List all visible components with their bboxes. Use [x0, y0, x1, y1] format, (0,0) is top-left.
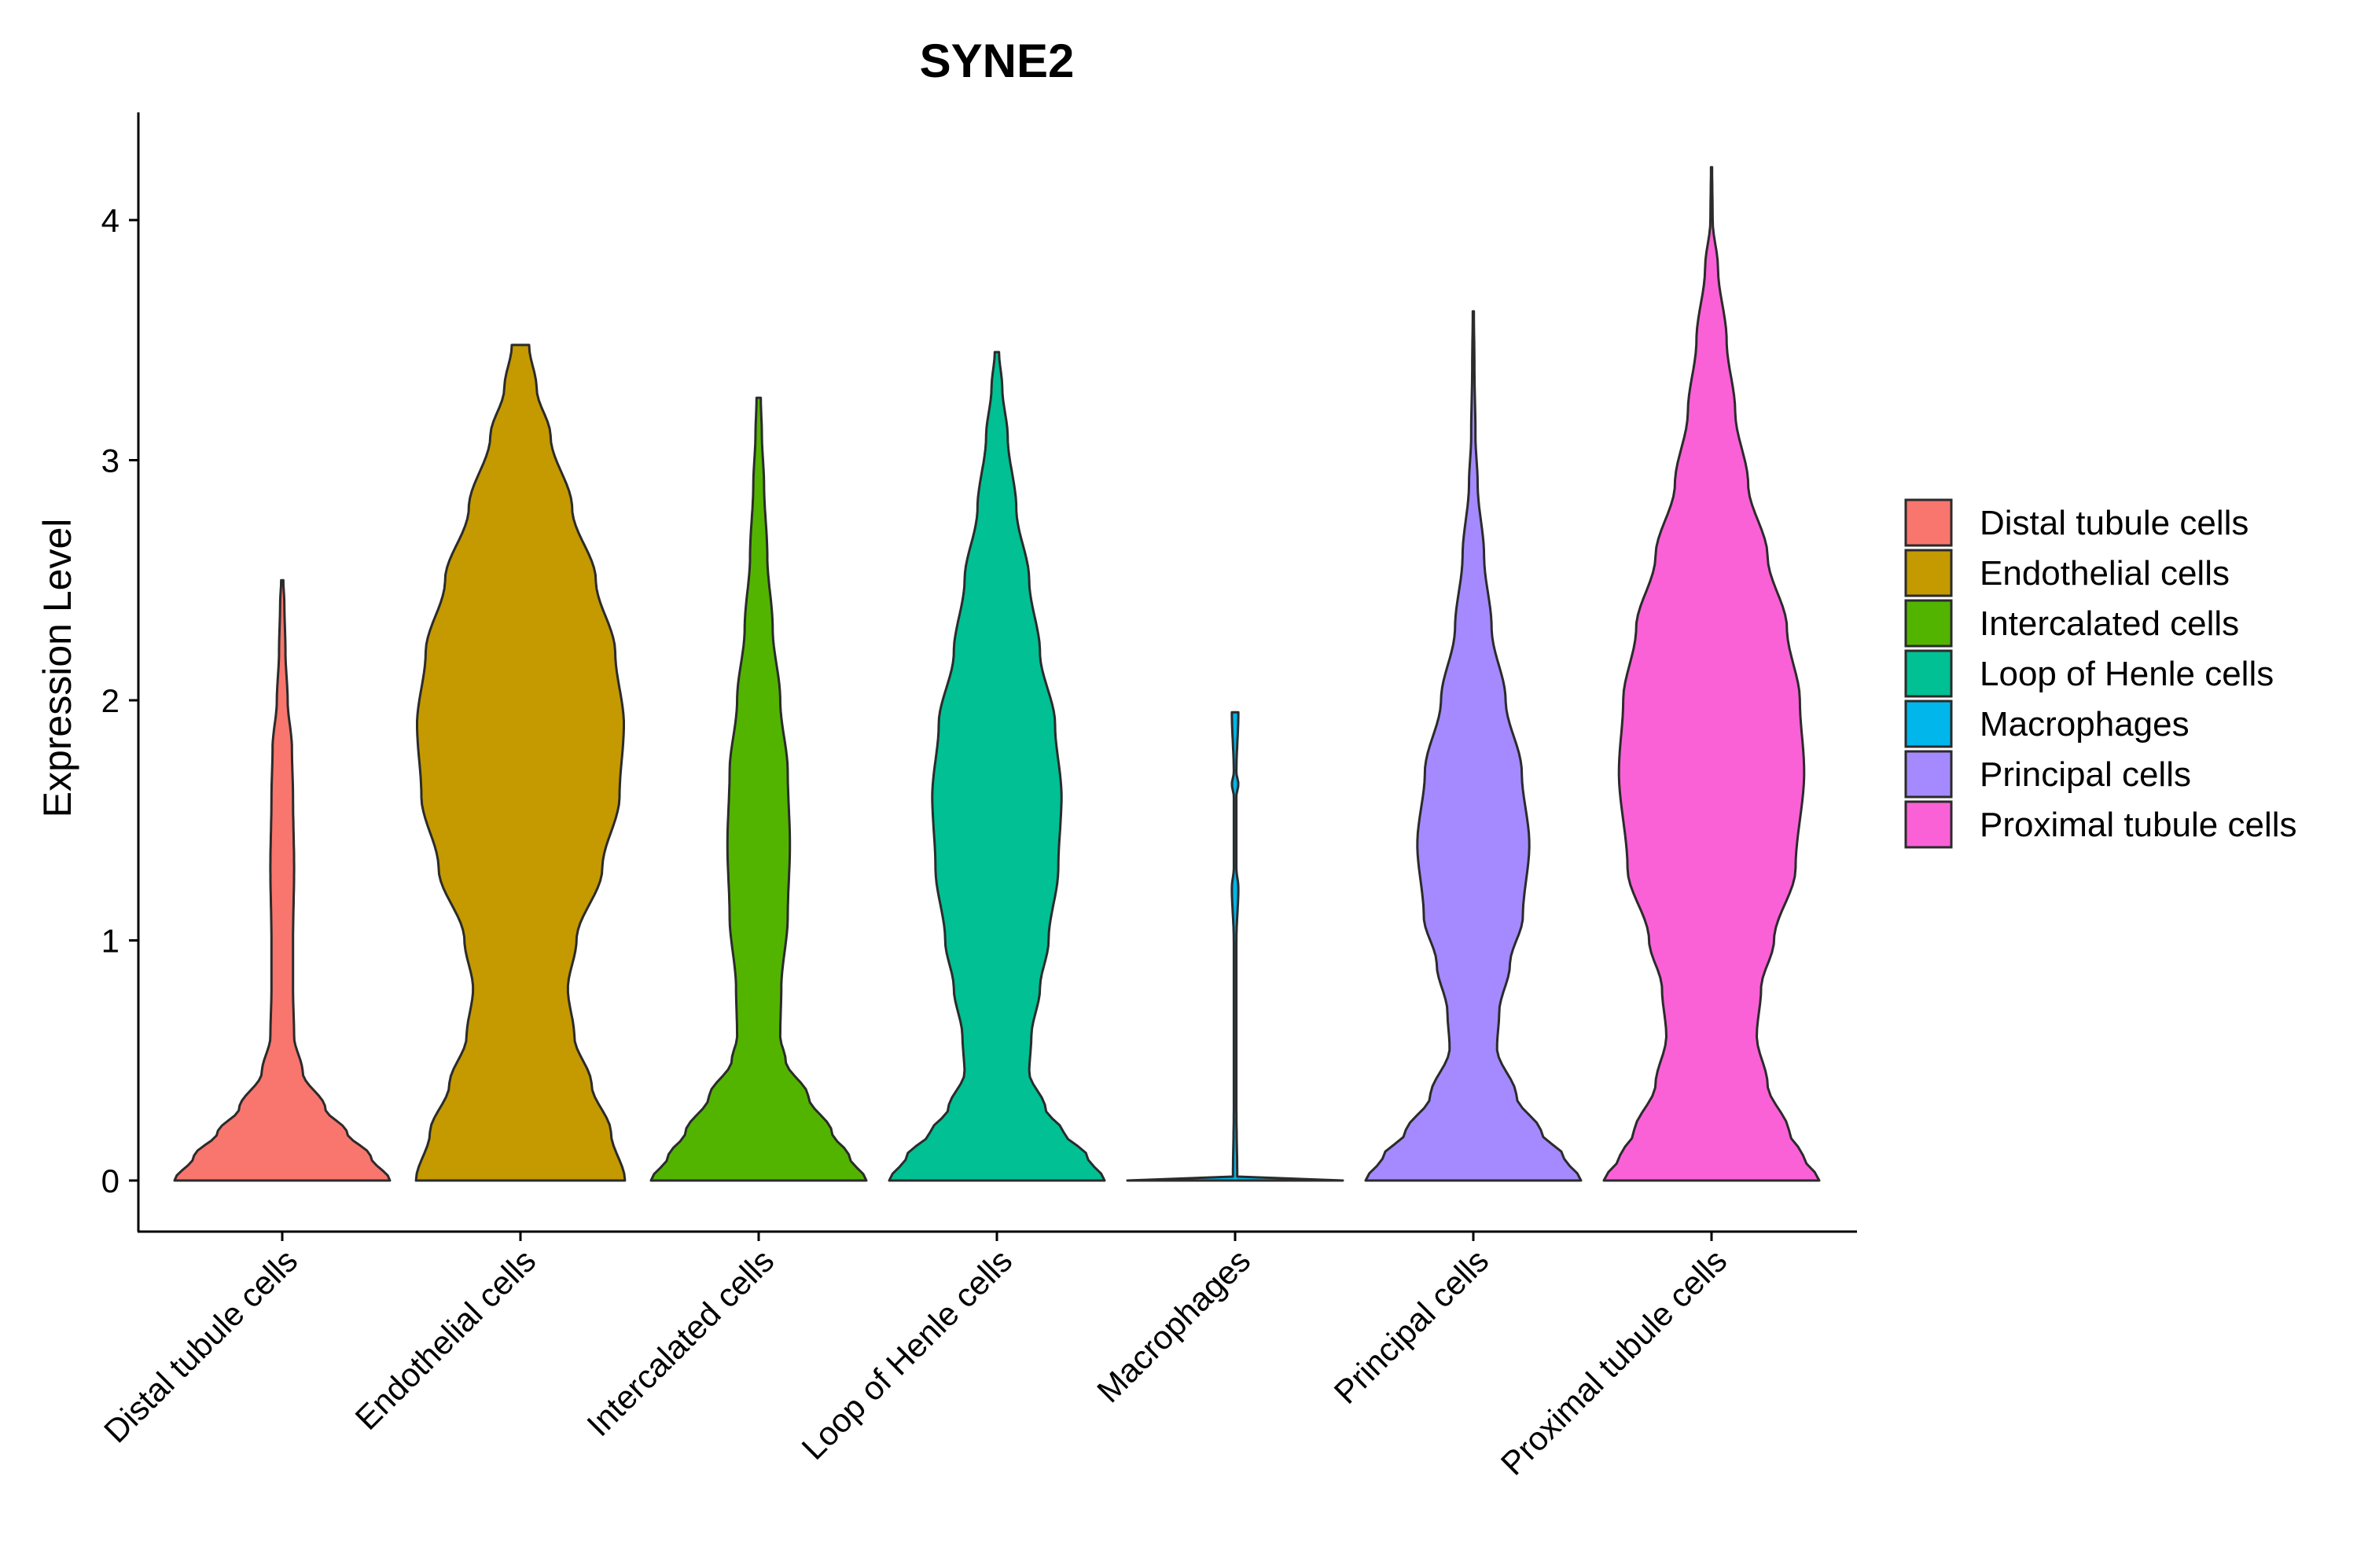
legend: Distal tubule cells Endothelial cells Inte… [1904, 498, 2297, 849]
x-tick-label-intercalated-cells: Intercalated cells [579, 1242, 781, 1443]
legend-label-macrophages: Macrophages [1980, 705, 2190, 744]
legend-swatch-intercalated-cells [1904, 599, 1953, 648]
chart-title: SYNE2 [920, 35, 1075, 87]
x-tick-label-macrophages: Macrophages [1090, 1242, 1257, 1409]
y-axis-label: Expression Level [35, 519, 79, 818]
violin-principal-cells [1364, 310, 1583, 1182]
x-tick-label-loop-of-henle-cells: Loop of Henle cells [795, 1242, 1020, 1467]
legend-swatch-endothelial-cells [1904, 549, 1953, 597]
x-tick-label-proximal-tubule-cells: Proximal tubule cells [1494, 1242, 1734, 1482]
legend-swatch-proximal-tubule-cells [1904, 800, 1953, 849]
y-tick-label-4: 4 [101, 202, 120, 239]
y-tick-label-2: 2 [101, 682, 120, 719]
x-tick-label-endothelial-cells: Endothelial cells [348, 1242, 543, 1437]
x-tick-label-principal-cells: Principal cells [1327, 1242, 1496, 1411]
legend-swatch-principal-cells [1904, 750, 1953, 799]
y-tick-label-3: 3 [101, 442, 120, 479]
violin-intercalated-cells [649, 396, 868, 1182]
violin-macrophages [1126, 711, 1344, 1182]
violin-distal-tubule-cells [173, 578, 392, 1182]
legend-swatch-distal-tubule-cells [1904, 498, 1953, 547]
violin-endothelial-cells [414, 343, 627, 1182]
legend-label-proximal-tubule-cells: Proximal tubule cells [1980, 806, 2297, 844]
violin-group [173, 166, 1821, 1182]
legend-label-distal-tubule-cells: Distal tubule cells [1980, 504, 2248, 542]
x-axis-ticks: Distal tubule cells Endothelial cells Inte… [97, 1232, 1734, 1482]
violin-loop-of-henle-cells [888, 351, 1106, 1182]
legend-swatch-loop-of-henle-cells [1904, 649, 1953, 698]
legend-label-endothelial-cells: Endothelial cells [1980, 554, 2230, 593]
legend-label-principal-cells: Principal cells [1980, 755, 2191, 794]
violin-proximal-tubule-cells [1602, 166, 1821, 1182]
legend-label-intercalated-cells: Intercalated cells [1980, 604, 2239, 643]
legend-label-loop-of-henle-cells: Loop of Henle cells [1980, 655, 2274, 693]
y-tick-label-0: 0 [101, 1162, 120, 1199]
y-tick-label-1: 1 [101, 923, 120, 960]
legend-swatch-macrophages [1904, 700, 1953, 748]
y-axis-ticks: 0 1 2 3 4 [101, 202, 138, 1199]
x-tick-label-distal-tubule-cells: Distal tubule cells [97, 1242, 304, 1449]
